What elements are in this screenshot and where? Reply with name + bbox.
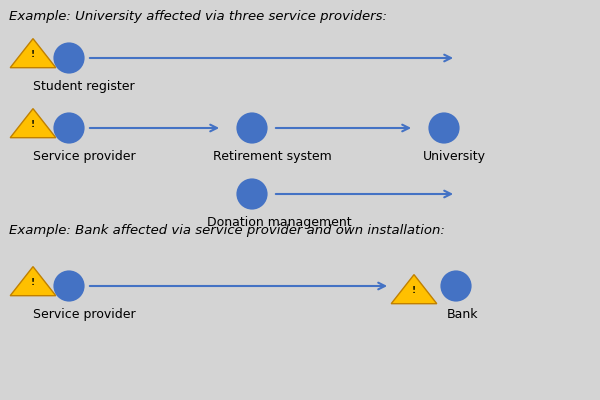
Text: Student register: Student register <box>33 80 134 93</box>
Text: University: University <box>423 150 486 163</box>
Ellipse shape <box>53 42 85 74</box>
Polygon shape <box>10 39 56 68</box>
Text: !: ! <box>31 120 35 129</box>
Ellipse shape <box>53 270 85 302</box>
Text: Bank: Bank <box>447 308 479 321</box>
Polygon shape <box>10 267 56 296</box>
Text: !: ! <box>412 286 416 295</box>
Ellipse shape <box>236 178 268 210</box>
Ellipse shape <box>440 270 472 302</box>
Text: Service provider: Service provider <box>33 150 136 163</box>
Polygon shape <box>391 275 437 304</box>
Ellipse shape <box>53 112 85 144</box>
Text: !: ! <box>31 278 35 287</box>
Polygon shape <box>10 109 56 138</box>
Text: Service provider: Service provider <box>33 308 136 321</box>
Text: Donation management: Donation management <box>207 216 352 229</box>
Ellipse shape <box>428 112 460 144</box>
Ellipse shape <box>236 112 268 144</box>
Text: Example: Bank affected via service provider and own installation:: Example: Bank affected via service provi… <box>9 224 445 237</box>
Text: Retirement system: Retirement system <box>213 150 332 163</box>
Text: Example: University affected via three service providers:: Example: University affected via three s… <box>9 10 387 23</box>
Text: !: ! <box>31 50 35 59</box>
